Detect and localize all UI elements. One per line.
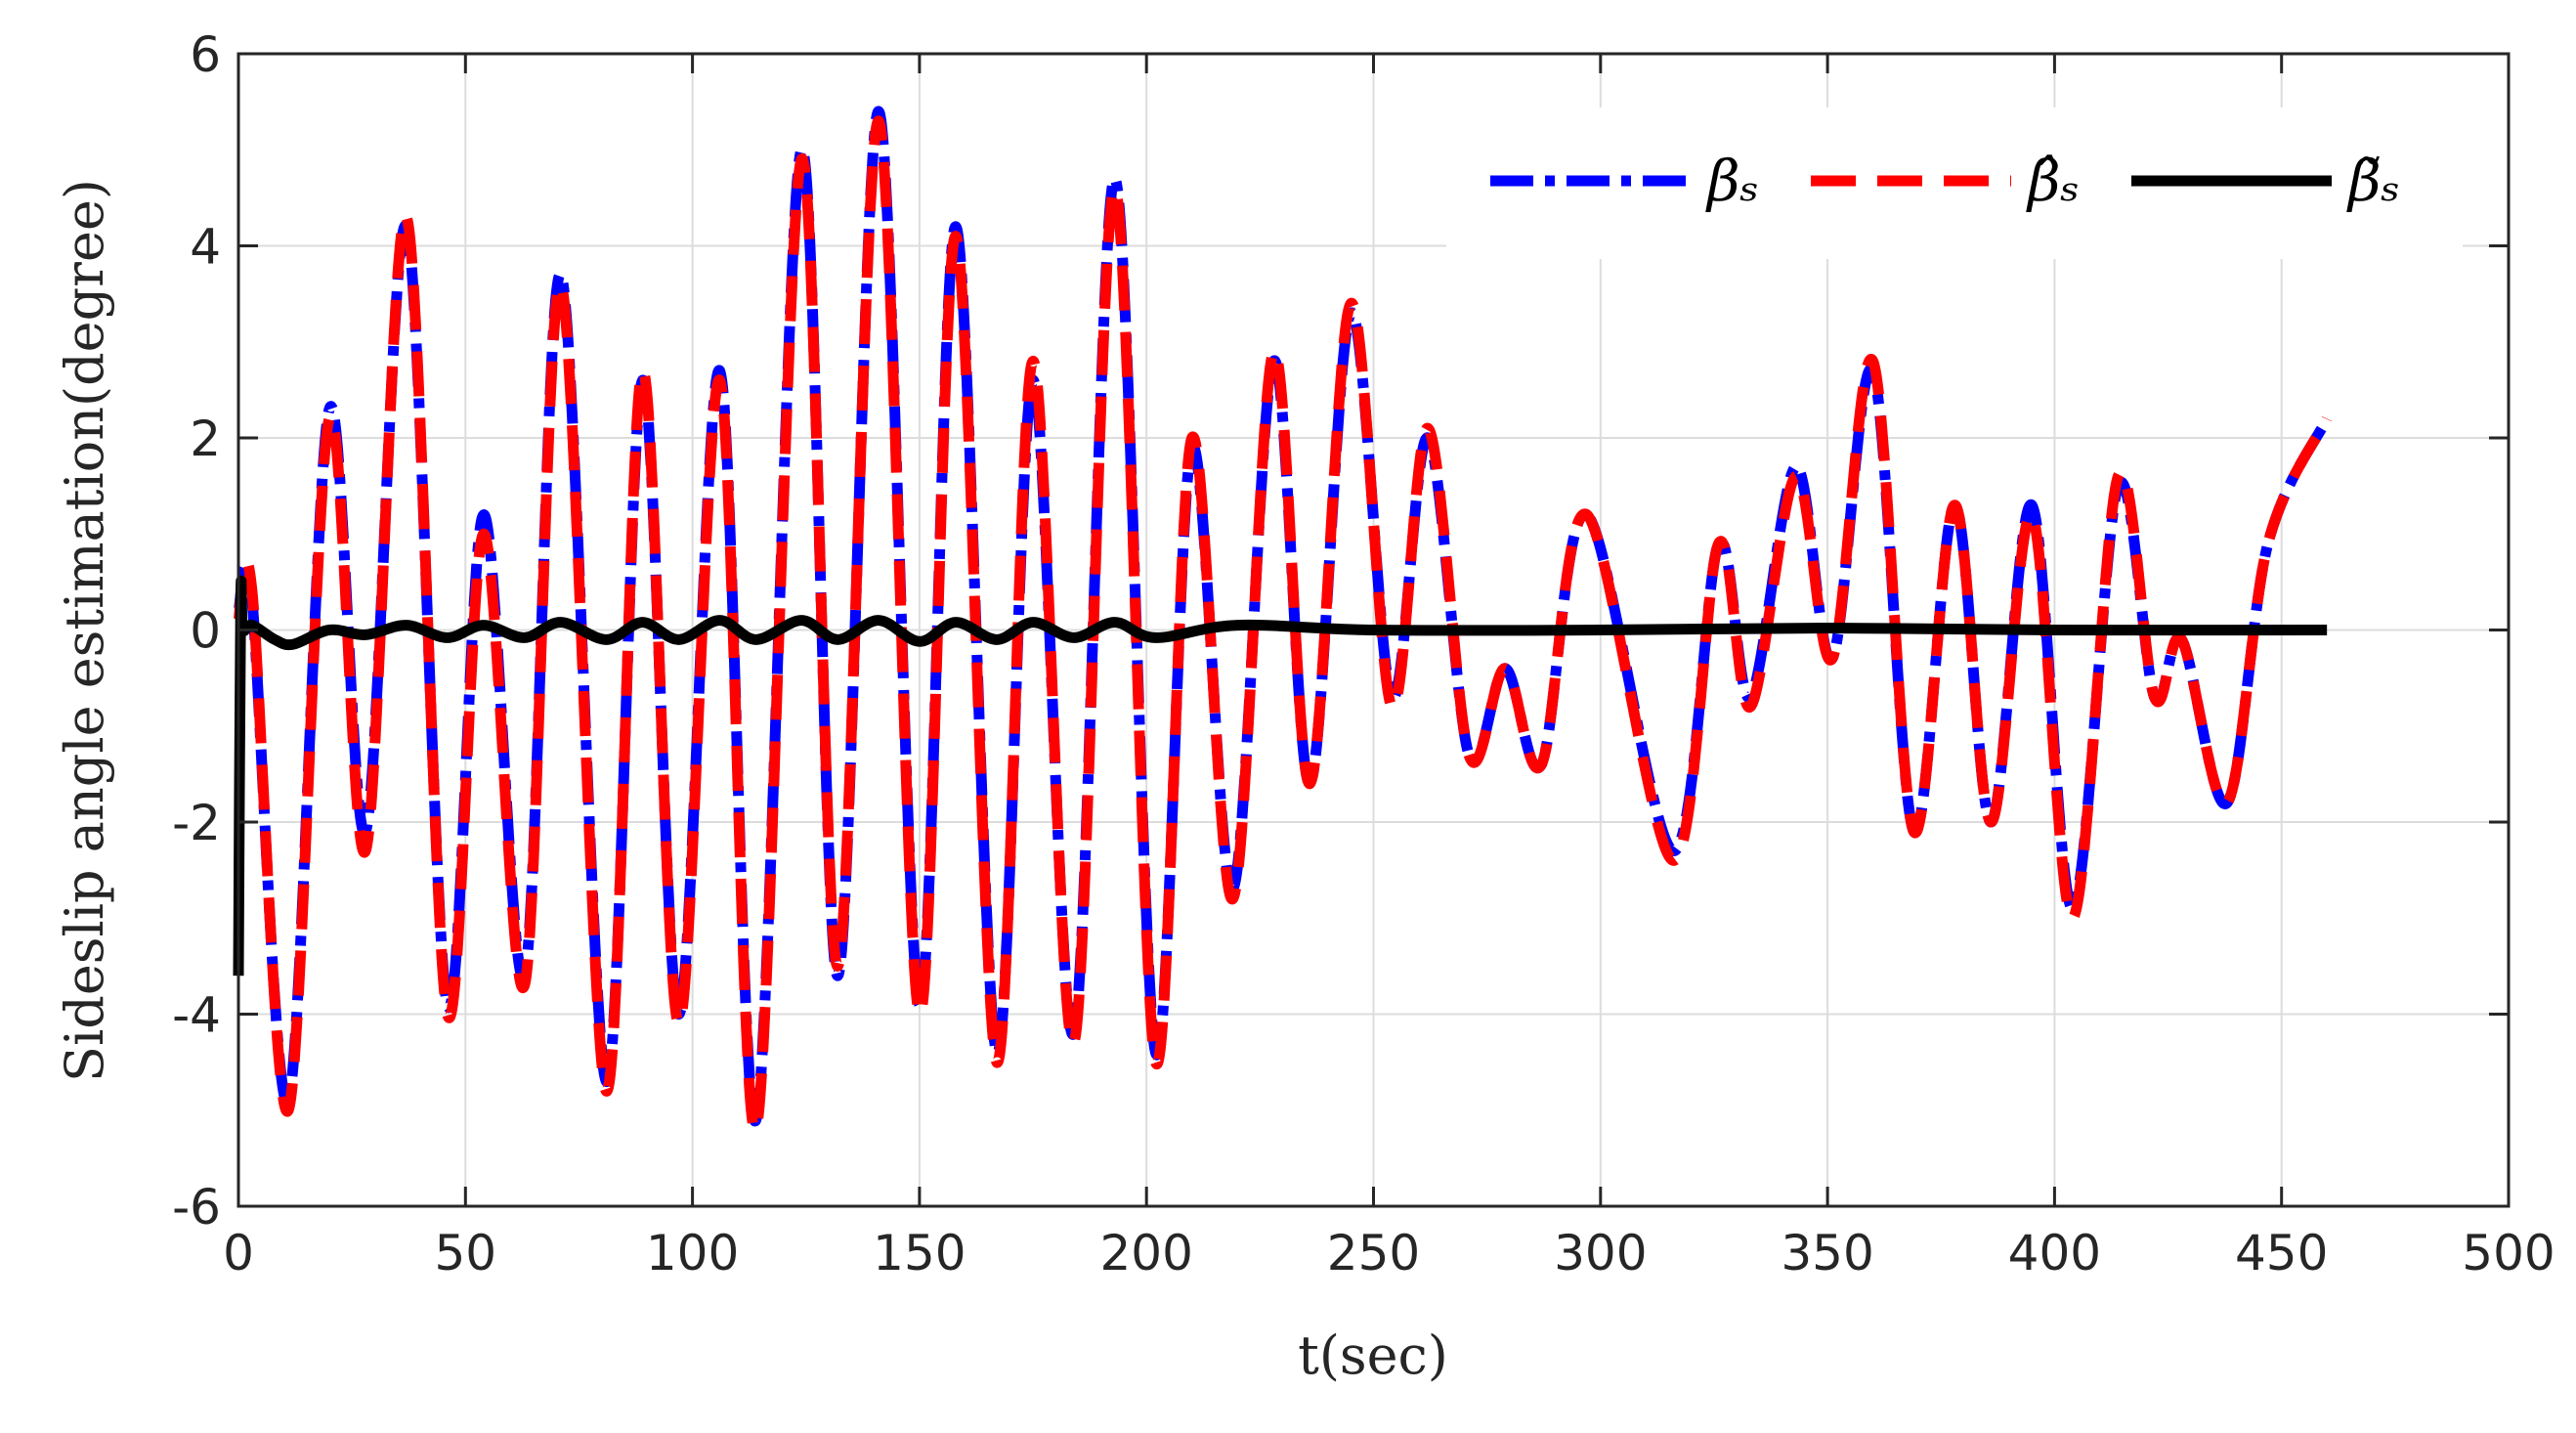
x-axis-label: t(sec): [1298, 1324, 1448, 1386]
x-tick-label: 450: [2235, 1225, 2328, 1281]
x-tick-label: 150: [873, 1225, 966, 1281]
x-tick-label: 0: [223, 1225, 254, 1281]
y-axis-label: Sideslip angle estimation(degree): [54, 179, 115, 1082]
x-tick-label: 250: [1327, 1225, 1420, 1281]
x-tick-label: 400: [2008, 1225, 2101, 1281]
x-tick-label: 100: [646, 1225, 739, 1281]
legend-label: β̃ₛ: [2346, 148, 2400, 214]
y-tick-label: -6: [172, 1179, 221, 1236]
x-tick-label: 500: [2462, 1225, 2555, 1281]
y-tick-label: 2: [190, 411, 221, 467]
y-tick-label: 6: [190, 26, 221, 83]
x-tick-label: 50: [434, 1225, 496, 1281]
y-tick-label: -2: [172, 795, 221, 851]
data-line: [233, 115, 2333, 1136]
legend-label: β̂ₛ: [2026, 148, 2080, 214]
legend: βₛ β̂ₛ β̃ₛ: [1446, 108, 2463, 259]
data-line: [233, 575, 2328, 977]
y-tick-label: 0: [190, 603, 221, 660]
legend-label: βₛ: [1705, 148, 1759, 214]
plot-area: [233, 106, 2333, 1136]
x-tick-label: 300: [1554, 1225, 1647, 1281]
y-tick-label: 4: [190, 219, 221, 276]
y-tick-label: -4: [172, 987, 221, 1044]
x-tick-label: 200: [1099, 1225, 1192, 1281]
x-tick-label: 350: [1781, 1225, 1873, 1281]
ticks: 0 50 100 150 200 250 300 350 400 450 500 -6 -4 -2 0 2 4 6: [172, 26, 2555, 1281]
